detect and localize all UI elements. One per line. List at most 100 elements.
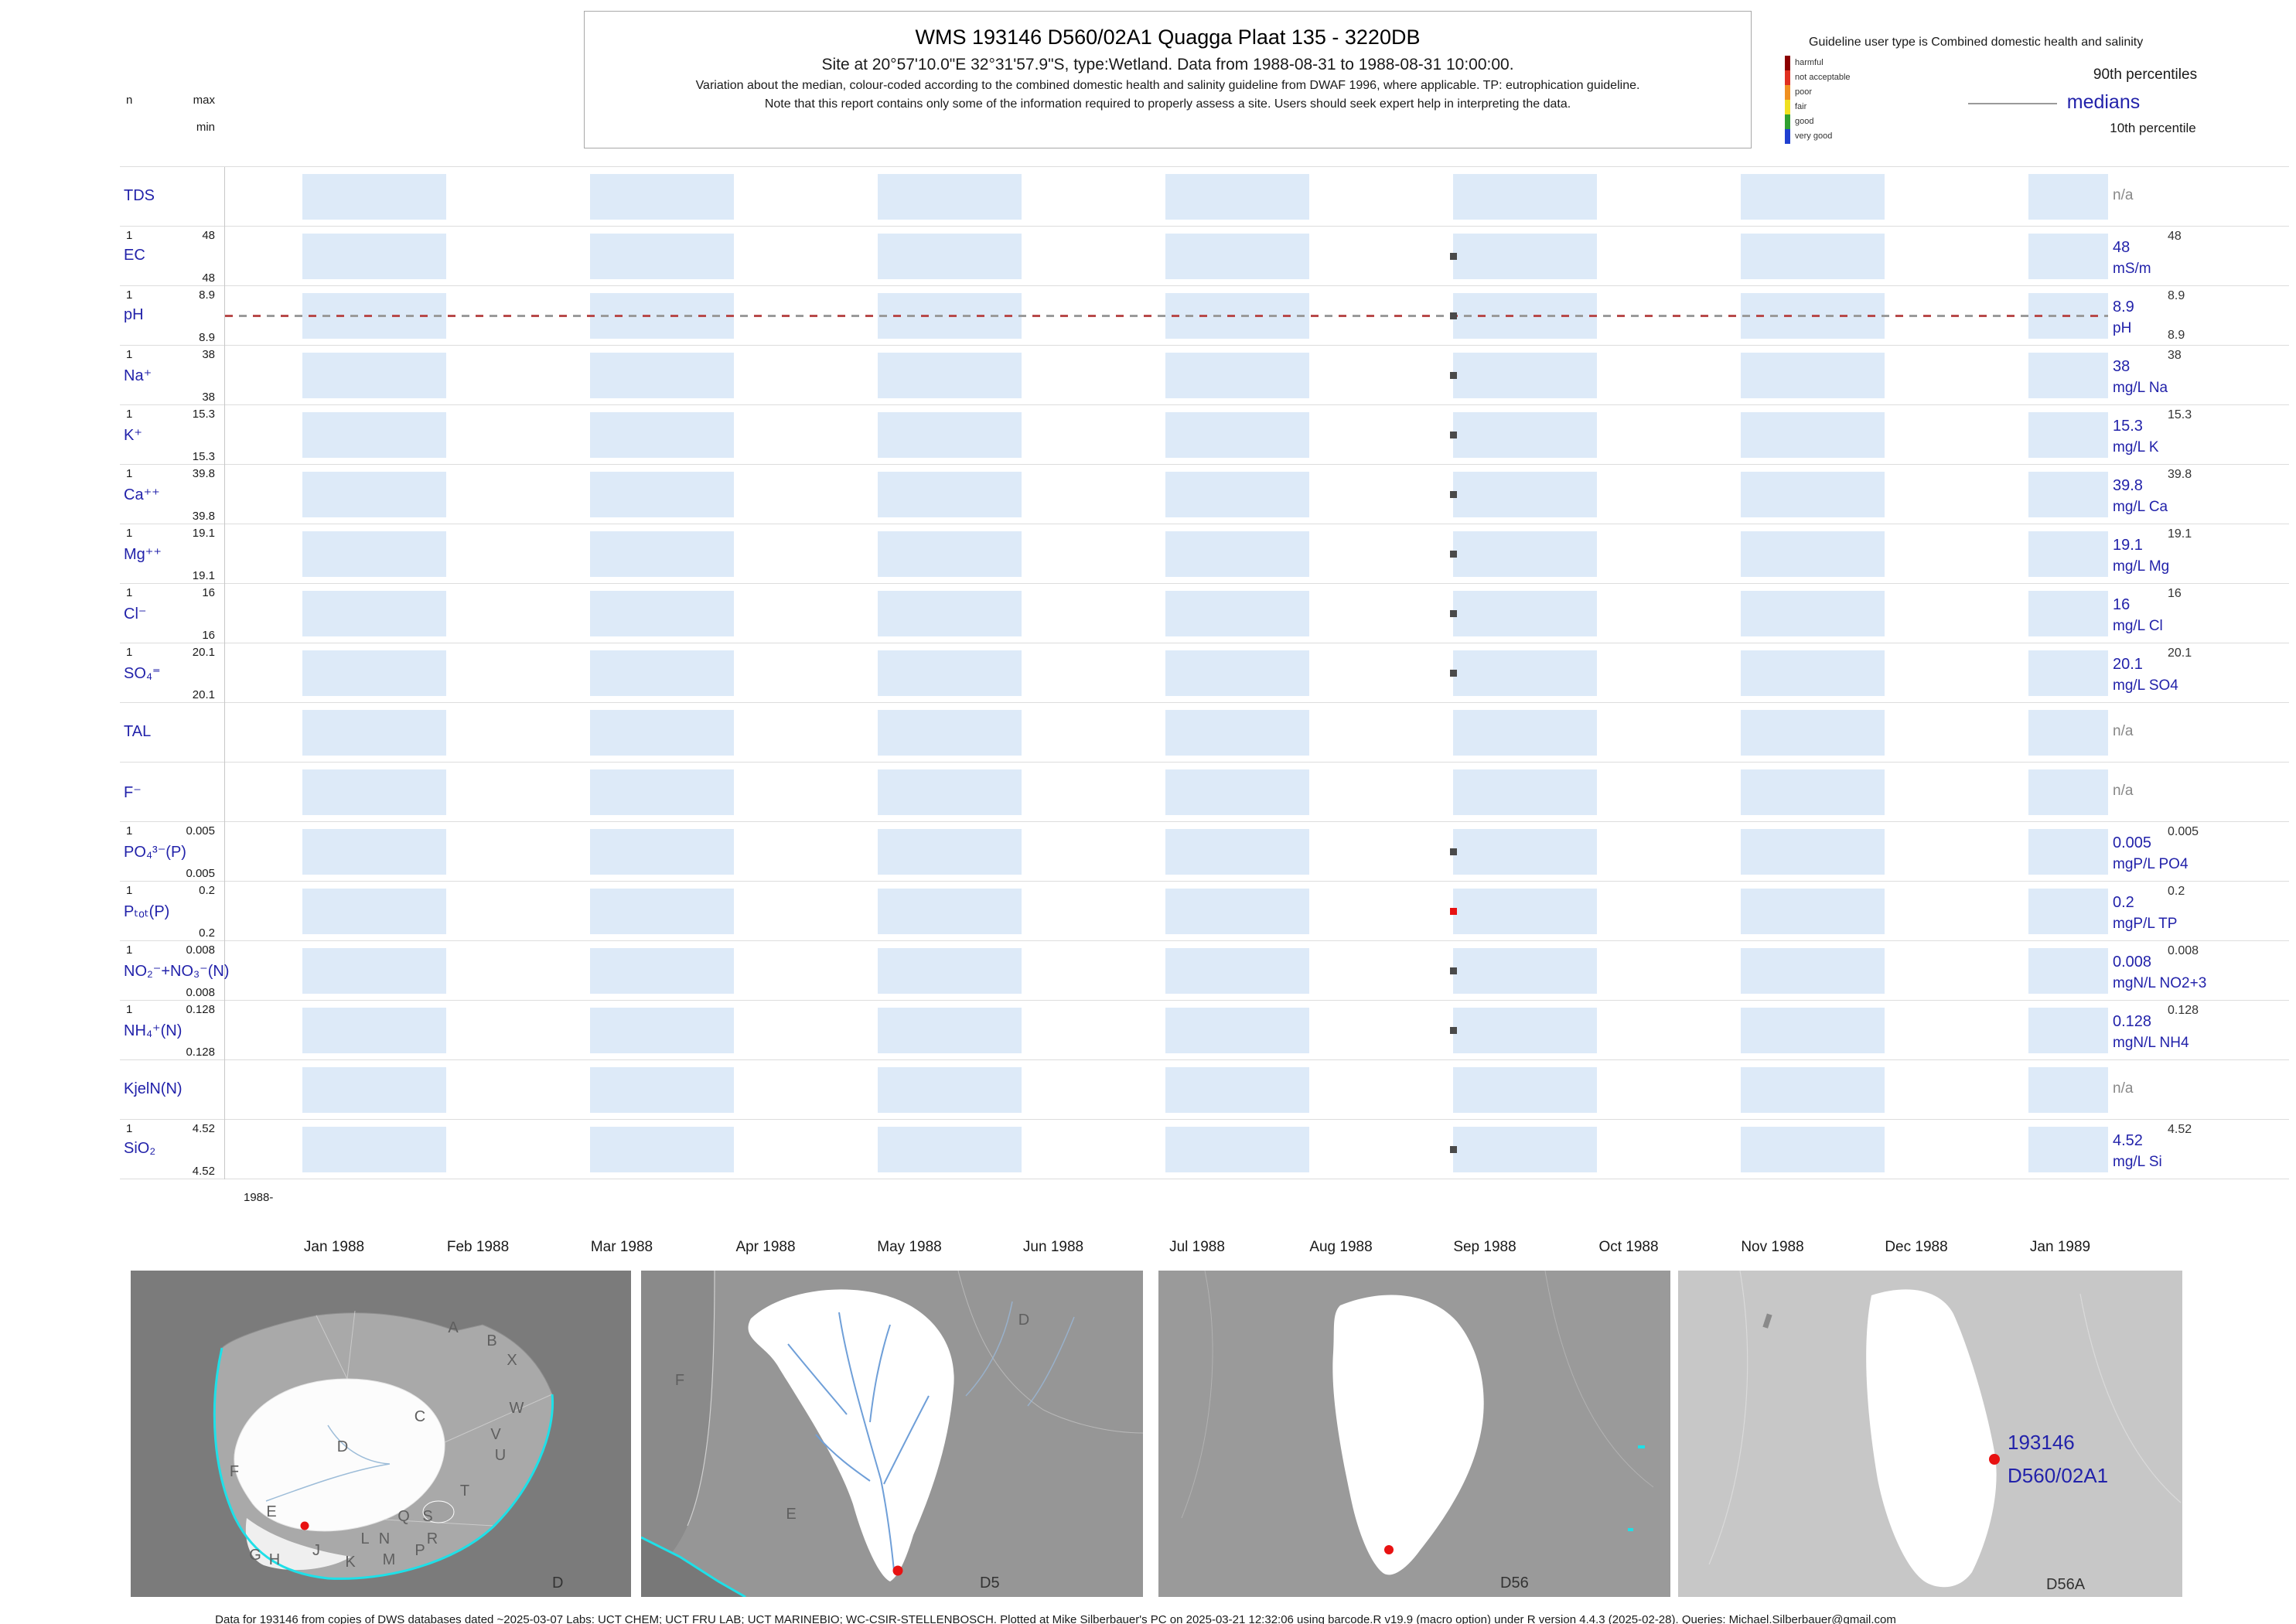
unit-label: mg/L Cl — [2113, 618, 2163, 634]
ph-guideline-line — [225, 315, 2108, 317]
month-band — [2028, 174, 2108, 220]
month-band — [302, 412, 446, 458]
map-region-label: D56 — [1500, 1575, 1529, 1592]
stat-n: 1 — [126, 229, 133, 242]
map-mark — [1762, 1313, 1772, 1329]
plot-area — [224, 227, 2108, 286]
month-band — [878, 948, 1022, 994]
median-value: 48 — [2113, 239, 2131, 256]
parameter-row: Cl⁻ 1 16 16 16 mg/L Cl 16 — [120, 584, 2289, 643]
month-band — [878, 889, 1022, 934]
parameter-label: KjelN(N) — [124, 1080, 183, 1097]
median-legend-label: medians — [2066, 91, 2141, 113]
p90-value: 16 — [2168, 587, 2182, 600]
month-band — [1453, 1008, 1597, 1053]
p90-value: 38 — [2168, 349, 2182, 362]
month-band — [2028, 531, 2108, 577]
month-band — [1453, 353, 1597, 398]
parameter-row: NH₄⁺(N) 1 0.128 0.128 0.128 mgN/L NH4 0.128 — [120, 1001, 2289, 1060]
month-label: Apr 1988 — [735, 1239, 796, 1255]
month-band — [590, 353, 734, 398]
month-band — [1741, 472, 1885, 517]
plot-area — [224, 286, 2108, 346]
lesotho-enclave — [422, 1500, 455, 1523]
p90-value: 39.8 — [2168, 468, 2192, 481]
drainage-region-letter: N — [379, 1530, 390, 1547]
month-band — [1741, 650, 1885, 696]
parameter-label: F⁻ — [124, 784, 142, 801]
median-value: 8.9 — [2113, 299, 2134, 316]
na-value: n/a — [2113, 783, 2134, 799]
stat-max: 20.1 — [192, 646, 215, 659]
stat-n: 1 — [126, 943, 133, 957]
site-id-label: 193146 — [2008, 1431, 2075, 1454]
map-d56a-svg: 193146 D560/02A1 D56A — [1678, 1270, 2182, 1597]
drainage-region-letter: E — [786, 1506, 796, 1523]
map-region-label: D5 — [980, 1575, 1000, 1592]
month-band — [1741, 234, 1885, 279]
p90-value: 19.1 — [2168, 527, 2192, 541]
region-borders — [957, 1270, 1144, 1434]
month-band — [2028, 1127, 2108, 1172]
month-band — [1453, 531, 1597, 577]
parameter-row: PO₄³⁻(P) 1 0.005 0.005 0.005 mgP/L PO4 0.005 — [120, 822, 2289, 882]
unit-label: mgP/L TP — [2113, 916, 2178, 932]
legend-class-label: very good — [1795, 131, 1833, 141]
month-band — [1165, 769, 1309, 815]
stat-n: 1 — [126, 1122, 133, 1135]
median-value: 38 — [2113, 358, 2131, 375]
month-band — [590, 1127, 734, 1172]
month-band — [302, 650, 446, 696]
drainage-region-letter: S — [422, 1508, 432, 1525]
month-band — [1453, 948, 1597, 994]
catchment-borders — [1708, 1270, 2182, 1565]
stat-n: 1 — [126, 348, 133, 361]
rivers — [265, 1424, 391, 1502]
drainage-region-letter: J — [312, 1542, 320, 1559]
month-band — [1453, 710, 1597, 756]
parameter-row: SiO₂ 1 4.52 4.52 4.52 mg/L Si 4.52 — [120, 1120, 2289, 1179]
p90-value: 0.008 — [2168, 944, 2199, 957]
map-panel-d56: D56 — [1158, 1270, 1670, 1597]
month-band — [1741, 1008, 1885, 1053]
provenance-footer: Data for 193146 from copies of DWS datab… — [215, 1613, 1896, 1624]
stat-min: 16 — [202, 629, 215, 642]
month-band — [878, 412, 1022, 458]
month-band — [878, 650, 1022, 696]
stat-max: 39.8 — [192, 467, 215, 480]
month-band — [1165, 1067, 1309, 1113]
parameter-row: TAL n/a — [120, 703, 2289, 763]
drainage-region-letter: D — [1018, 1312, 1029, 1329]
drainage-region-letter: C — [415, 1408, 425, 1425]
stat-min: 0.005 — [186, 867, 215, 880]
parameter-label: Mg⁺⁺ — [124, 546, 162, 563]
month-band — [302, 1067, 446, 1113]
drainage-region-letter: V — [490, 1426, 501, 1443]
month-label: Feb 1988 — [446, 1239, 510, 1255]
legend-class-label: fair — [1795, 102, 1807, 111]
month-band — [1165, 650, 1309, 696]
month-label: Dec 1988 — [1885, 1239, 1948, 1255]
drainage-region-letter: G — [249, 1547, 261, 1564]
sample-dot — [1450, 312, 1457, 319]
month-band — [878, 531, 1022, 577]
month-band — [590, 769, 734, 815]
stat-n: 1 — [126, 824, 133, 838]
drainage-letters: D F E — [675, 1312, 1029, 1523]
median-value: 19.1 — [2113, 537, 2143, 554]
month-band — [878, 174, 1022, 220]
header-note-2: Note that this report contains only some… — [764, 97, 1571, 111]
month-band — [302, 948, 446, 994]
month-band — [590, 710, 734, 756]
month-band — [1165, 829, 1309, 875]
month-band — [1165, 1008, 1309, 1053]
map-region-label: D56A — [2046, 1576, 2086, 1593]
month-band — [302, 1008, 446, 1053]
month-band — [1453, 889, 1597, 934]
month-band — [878, 710, 1022, 756]
stat-max: 0.128 — [186, 1003, 215, 1016]
stat-max: 48 — [202, 229, 215, 242]
month-band — [302, 829, 446, 875]
drainage-region-letter: B — [486, 1332, 496, 1349]
p90-value: 15.3 — [2168, 408, 2192, 421]
